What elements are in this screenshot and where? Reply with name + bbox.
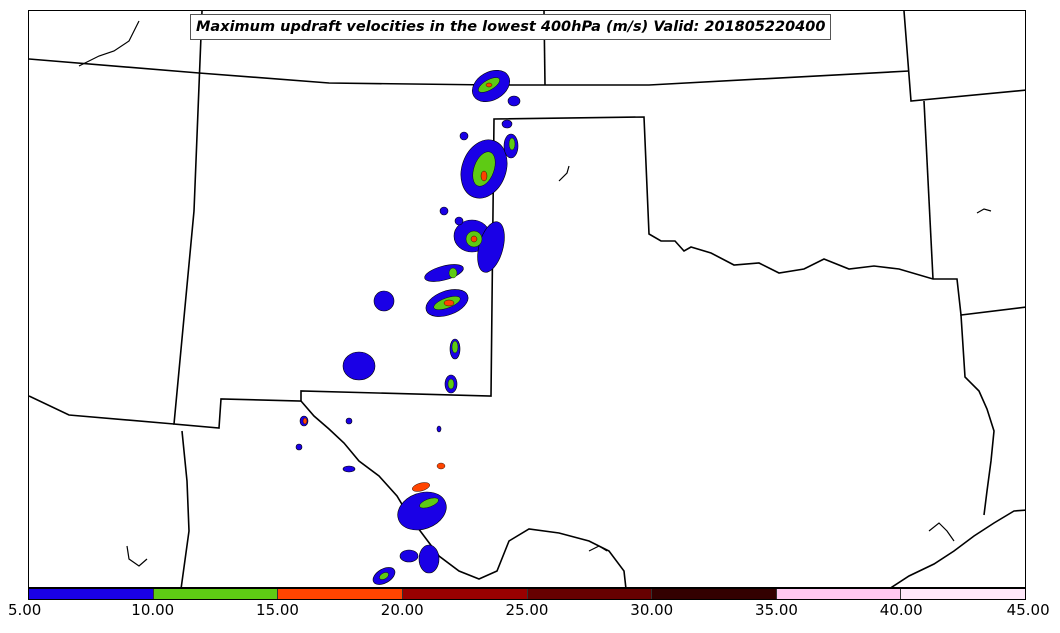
- colorbar-tick-label: 30.00: [630, 601, 674, 619]
- border-north: [29, 58, 910, 86]
- colorbar-segment-1: [153, 589, 279, 599]
- state-borders: [29, 11, 1025, 587]
- coast-bay: [928, 522, 955, 542]
- updraft-cells: [295, 69, 521, 585]
- colorbar-segment-7: [901, 589, 1025, 599]
- colorbar-tick-label: 5.00: [7, 601, 42, 619]
- colorbar-segment-0: [29, 589, 154, 599]
- map-panel: [28, 10, 1026, 588]
- colorbar-tick-label: 45.00: [1006, 601, 1050, 619]
- colorbar-ticks: 5.00 10.00 15.00 20.00 25.00 30.00 35.00 40.00 4…: [0, 601, 1060, 625]
- border-northeast: [903, 11, 1025, 102]
- lake-mark-1: [558, 165, 570, 182]
- map-canvas: [29, 11, 1025, 587]
- map-title: Maximum updraft velocities in the lowest…: [190, 14, 832, 40]
- border-texas-east: [960, 314, 995, 516]
- colorbar-tick-label: 15.00: [256, 601, 299, 619]
- border-southwest: [29, 395, 175, 425]
- colorbar-tick-label: 10.00: [131, 601, 175, 619]
- border-mexico-west: [180, 430, 190, 587]
- colorbar-tick-label: 35.00: [755, 601, 798, 619]
- colorbar-tick-label: 40.00: [879, 601, 923, 619]
- lake-mark-2: [976, 208, 992, 214]
- colorbar-segment-2: [278, 589, 403, 599]
- colorbar-tick-label: 20.00: [380, 601, 424, 619]
- border-oklahoma-east: [923, 100, 934, 280]
- colorbar: [28, 588, 1026, 600]
- cells-5-10: [295, 69, 521, 585]
- colorbar-segment-4: [527, 589, 653, 599]
- colorbar-segment-3: [402, 589, 528, 599]
- colorbar-segment-5: [652, 589, 777, 599]
- lake-mark-3: [588, 545, 608, 552]
- gulf-coastline: [890, 509, 1025, 587]
- cells-15-20: [302, 82, 493, 492]
- coast-lower-left: [126, 545, 148, 567]
- colorbar-segment-6: [776, 589, 902, 599]
- coast-upper-left: [78, 20, 140, 67]
- colorbar-tick-label: 25.00: [505, 601, 549, 619]
- border-new-mexico-texas-oklahoma: [173, 11, 1025, 429]
- rio-grande-border: [300, 400, 627, 587]
